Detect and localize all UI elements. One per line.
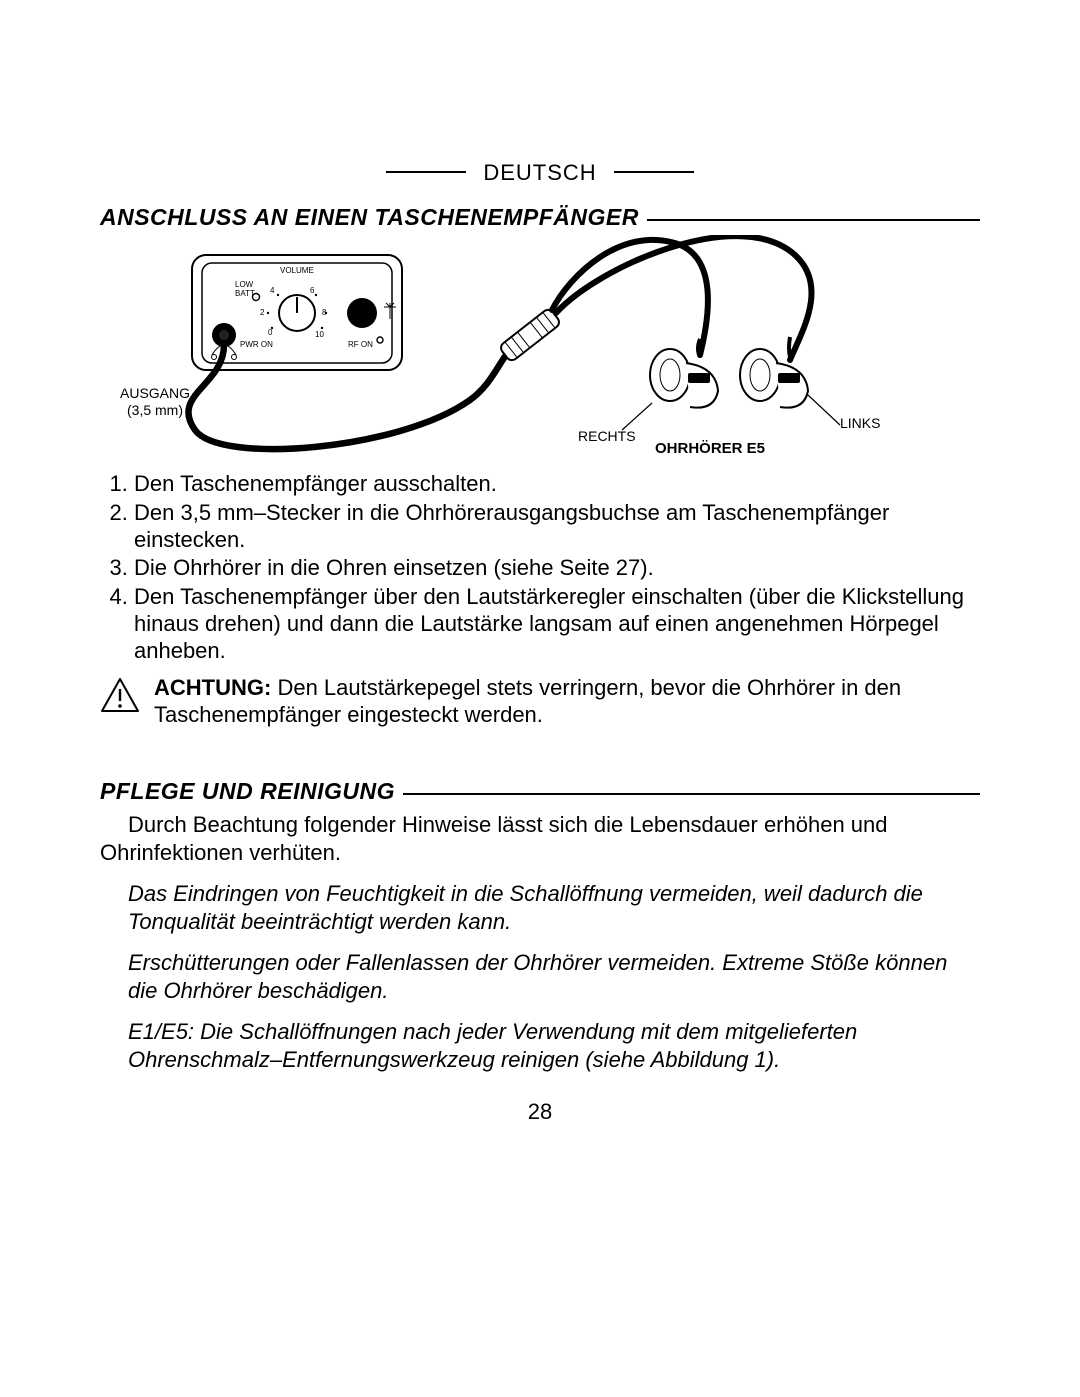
svg-text:LOW: LOW [235, 280, 254, 289]
rule-left [386, 171, 466, 173]
svg-text:RF ON: RF ON [348, 340, 373, 349]
rechts-label: RECHTS [578, 428, 636, 445]
svg-text:PWR ON: PWR ON [240, 340, 273, 349]
section1-text: ANSCHLUSS AN EINEN TASCHENEMPFÄNGER [100, 204, 639, 231]
links-label: LINKS [840, 415, 880, 432]
svg-text:BATT: BATT [235, 289, 255, 298]
connector-icon [499, 307, 562, 362]
connection-diagram: 0 2 4 6 8 10 [100, 235, 980, 465]
warning-label: ACHTUNG: [154, 675, 271, 700]
ausgang-text: AUSGANG [120, 385, 190, 401]
step-3: Die Ohrhörer in die Ohren einsetzen (sie… [134, 555, 980, 582]
section-title-1: ANSCHLUSS AN EINEN TASCHENEMPFÄNGER [100, 204, 980, 231]
ausgang-sub: (3,5 mm) [127, 402, 183, 418]
warning-block: ACHTUNG: Den Lautstärkepegel stets verri… [100, 675, 980, 729]
svg-text:2: 2 [260, 308, 265, 317]
svg-text:6: 6 [310, 286, 315, 295]
care-item-1: Das Eindringen von Feuchtigkeit in die S… [128, 880, 980, 935]
page-number: 28 [100, 1099, 980, 1125]
section2-text: PFLEGE UND REINIGUNG [100, 778, 395, 805]
volume-label: VOLUME [280, 266, 314, 275]
earphone-model-label: OHRHÖRER E5 [655, 440, 765, 458]
care-intro: Durch Beachtung folgender Hinweise lässt… [100, 811, 980, 866]
earbud-left-icon [740, 337, 840, 425]
page-content: DEUTSCH ANSCHLUSS AN EINEN TASCHENEMPFÄN… [100, 160, 980, 1125]
care-item-2: Erschütterungen oder Fallenlassen der Oh… [128, 949, 980, 1004]
steps-list: Den Taschenempfänger ausschalten. Den 3,… [100, 471, 980, 665]
section-title-2: PFLEGE UND REINIGUNG [100, 778, 980, 805]
ausgang-label: AUSGANG (3,5 mm) [120, 385, 190, 419]
section2-rule [403, 793, 980, 795]
svg-text:0: 0 [268, 328, 273, 337]
step-2: Den 3,5 mm–Stecker in die Ohrhörerausgan… [134, 500, 980, 554]
warning-text-block: ACHTUNG: Den Lautstärkepegel stets verri… [154, 675, 980, 729]
step-4: Den Taschenempfänger über den Lautstärke… [134, 584, 980, 664]
svg-text:4: 4 [270, 286, 275, 295]
warning-icon [100, 677, 140, 713]
language-label: DEUTSCH [483, 160, 596, 185]
svg-text:10: 10 [315, 330, 324, 339]
step-1: Den Taschenempfänger ausschalten. [134, 471, 980, 498]
section1-rule [647, 219, 980, 221]
rule-right [614, 171, 694, 173]
care-item-3: E1/E5: Die Schallöffnungen nach jeder Ve… [128, 1018, 980, 1073]
cable-left-icon [556, 236, 812, 360]
language-header: DEUTSCH [100, 160, 980, 186]
